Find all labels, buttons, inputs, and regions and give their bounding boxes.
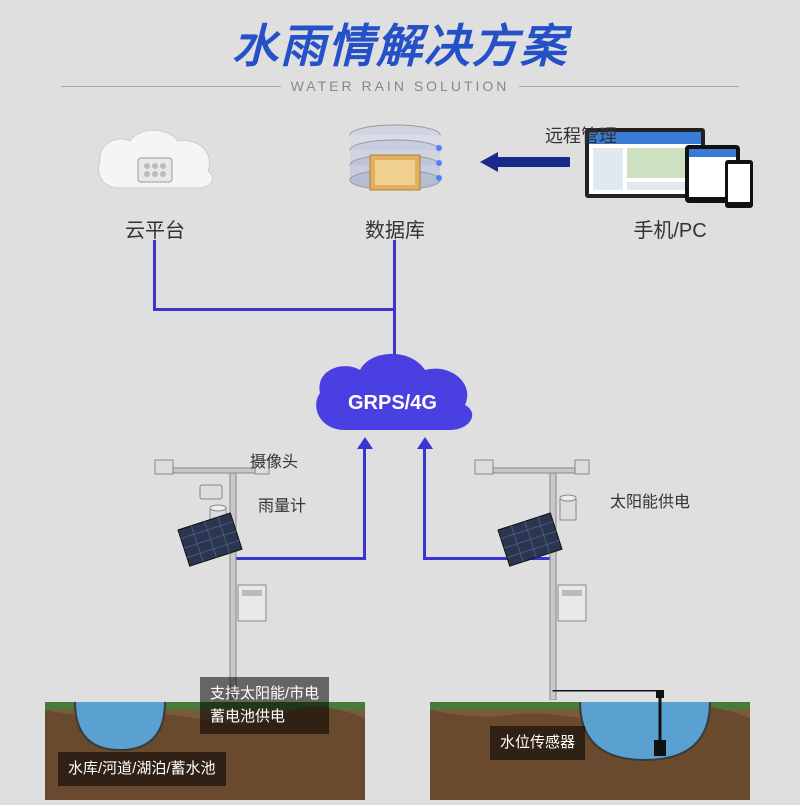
station-left — [100, 440, 300, 705]
database-label: 数据库 — [320, 214, 470, 243]
subtitle: WATER RAIN SOLUTION — [291, 78, 510, 94]
remote-mgmt-label: 远程管理 — [545, 122, 617, 148]
conn-cloud-right — [153, 308, 393, 311]
mobile-pc-label: 手机/PC — [570, 214, 770, 243]
center-cloud-label: GRPS/4G — [348, 392, 437, 415]
arrow-left-up — [357, 437, 373, 449]
node-cloud-platform: 云平台 — [80, 120, 230, 243]
header: 水雨情解决方案 WATER RAIN SOLUTION — [0, 0, 800, 94]
node-database: 数据库 — [320, 120, 470, 243]
divider-left — [61, 86, 281, 87]
ann-rain-gauge: 雨量计 — [258, 492, 306, 516]
station-right — [460, 440, 660, 705]
conn-db-down — [393, 240, 396, 355]
arrow-right-up — [417, 437, 433, 449]
cloud-platform-label: 云平台 — [80, 214, 230, 243]
database-icon — [320, 120, 470, 210]
ground-right — [430, 690, 750, 800]
remote-arrow — [480, 152, 570, 177]
main-title: 水雨情解决方案 — [0, 10, 800, 76]
ann-camera: 摄像头 — [250, 448, 298, 472]
subtitle-row: WATER RAIN SOLUTION — [0, 78, 800, 94]
ann-power-support: 支持太阳能/市电 蓄电池供电 — [200, 677, 329, 734]
ann-solar: 太阳能供电 — [610, 488, 690, 512]
cloud-icon — [80, 120, 230, 210]
conn-right-up — [423, 445, 426, 560]
ann-water-sensor: 水位传感器 — [490, 726, 585, 761]
ann-water-sites: 水库/河道/湖泊/蓄水池 — [58, 752, 226, 787]
conn-left-up — [363, 445, 366, 560]
conn-cloud-down — [153, 240, 156, 310]
divider-right — [519, 86, 739, 87]
